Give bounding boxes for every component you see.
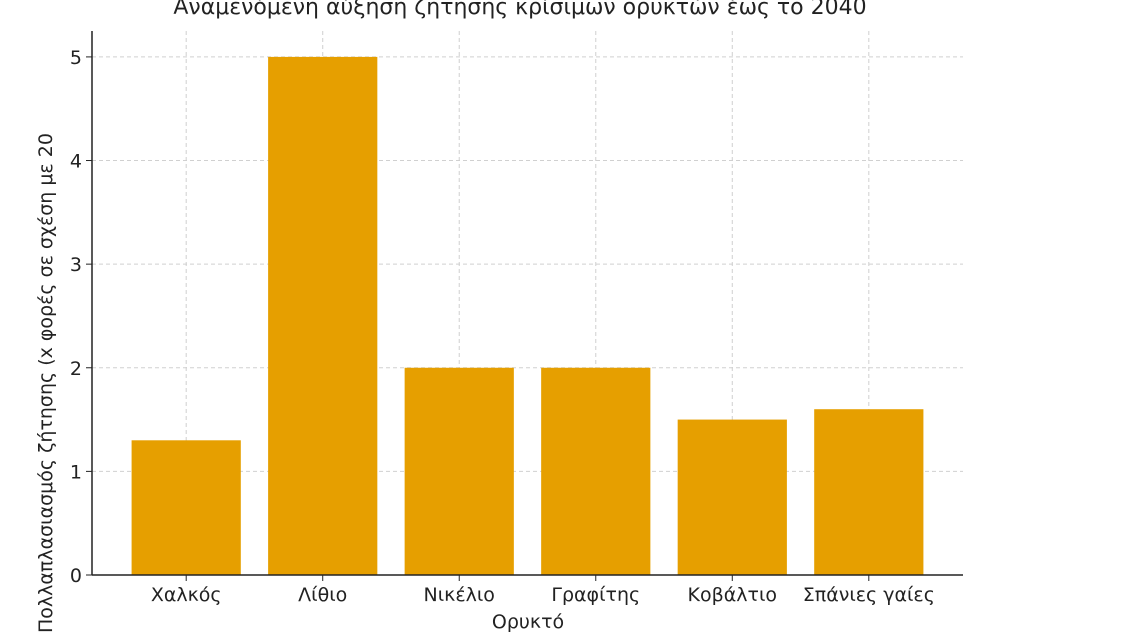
bar [131,440,241,575]
y-tick-label: 2 [70,358,82,380]
y-axis-label: Πολλαπλασιασμός ζήτησης (x φορές σε σχέσ… [35,133,57,633]
y-tick-label: 5 [70,47,82,69]
bar [677,419,787,575]
chart-title: Αναμενόμενη αύξηση ζήτησης κρίσιμων ορυκ… [173,0,866,20]
x-tick-label: Χαλκός [151,584,222,606]
x-axis-label: Ορυκτό [492,611,564,633]
x-tick-label: Λίθιο [298,584,347,606]
y-tick-label: 0 [70,565,82,587]
bar [268,56,378,575]
y-tick-label: 1 [70,461,82,483]
x-tick-label: Κοβάλτιο [688,584,777,606]
x-tick-label: Σπάνιες γαίες [803,584,935,606]
y-tick-label: 3 [70,254,82,276]
bar [541,367,651,575]
x-tick-label: Νικέλιο [424,584,495,606]
y-tick-label: 4 [70,151,82,173]
bar [814,409,924,575]
x-tick-label: Γραφίτης [551,584,640,606]
bar [404,367,514,575]
